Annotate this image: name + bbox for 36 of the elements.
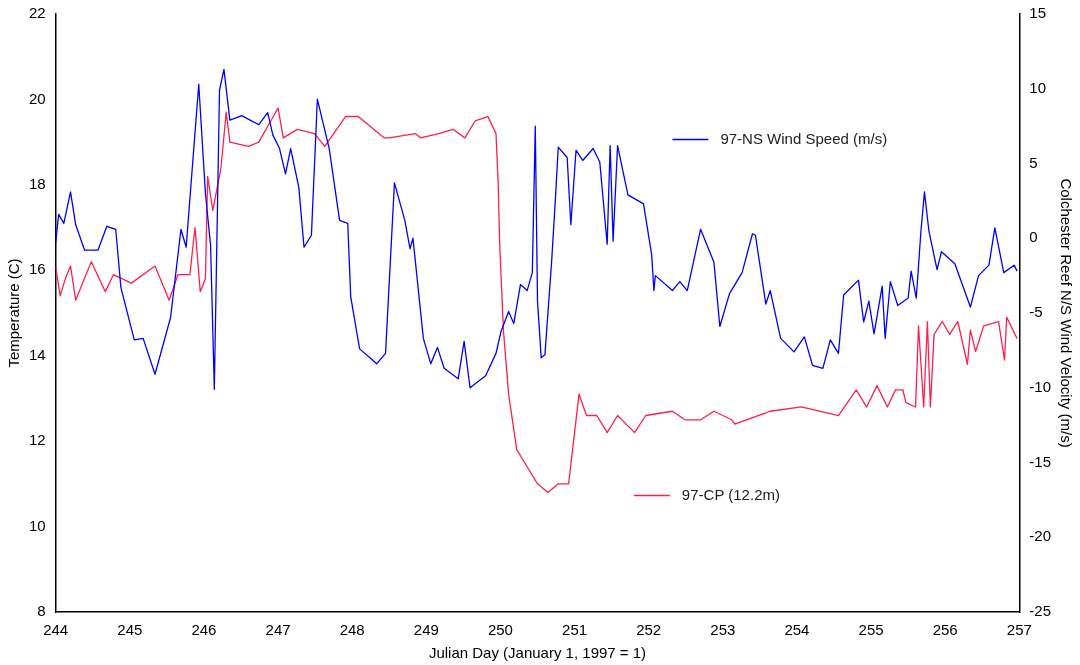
x-tick-label: 257 (1006, 621, 1032, 639)
y-tick-label: 22 (29, 4, 46, 22)
legend-label: 97-CP (12.2m) (681, 485, 780, 503)
y2-tick-label: 15 (1029, 4, 1047, 22)
legend-label: 97-NS Wind Speed (m/s) (720, 129, 888, 147)
x-axis-title: Julian Day (January 1, 1997 = 1) (428, 644, 647, 662)
x-tick-label: 244 (43, 621, 69, 639)
y2-tick-label: 5 (1029, 153, 1038, 171)
x-tick-label: 248 (339, 621, 365, 639)
y2-tick-label: -5 (1029, 303, 1043, 321)
y2-tick-label: 0 (1029, 228, 1038, 246)
y-tick-label: 18 (29, 175, 46, 192)
y2-tick-label: -10 (1029, 377, 1052, 395)
x-tick-label: 247 (265, 621, 291, 639)
y-tick-label: 12 (29, 431, 46, 449)
y-tick-label: 8 (37, 602, 46, 620)
x-tick-label: 255 (858, 621, 884, 639)
x-tick-label: 251 (562, 621, 588, 639)
y-axis-title: Temperature (C) (5, 258, 23, 368)
x-tick-label: 245 (117, 621, 143, 639)
y2-tick-label: 10 (1029, 78, 1047, 96)
x-tick-label: 249 (413, 621, 439, 639)
y-tick-label: 20 (29, 89, 46, 107)
x-tick-label: 256 (932, 621, 958, 639)
x-tick-label: 250 (487, 621, 513, 639)
y-tick-label: 10 (29, 516, 46, 534)
y2-tick-label: -25 (1029, 602, 1052, 620)
y2-tick-label: -15 (1029, 452, 1052, 470)
x-tick-label: 246 (191, 621, 217, 639)
y-tick-label: 14 (29, 345, 46, 363)
x-tick-label: 254 (784, 621, 810, 639)
y2-axis-title: Colchester Reef N/S Wind Velocity (m/s) (1057, 178, 1075, 448)
y2-tick-label: -20 (1029, 527, 1052, 545)
x-tick-label: 252 (636, 621, 662, 639)
y-tick-label: 16 (29, 260, 46, 278)
x-tick-label: 253 (710, 621, 736, 639)
